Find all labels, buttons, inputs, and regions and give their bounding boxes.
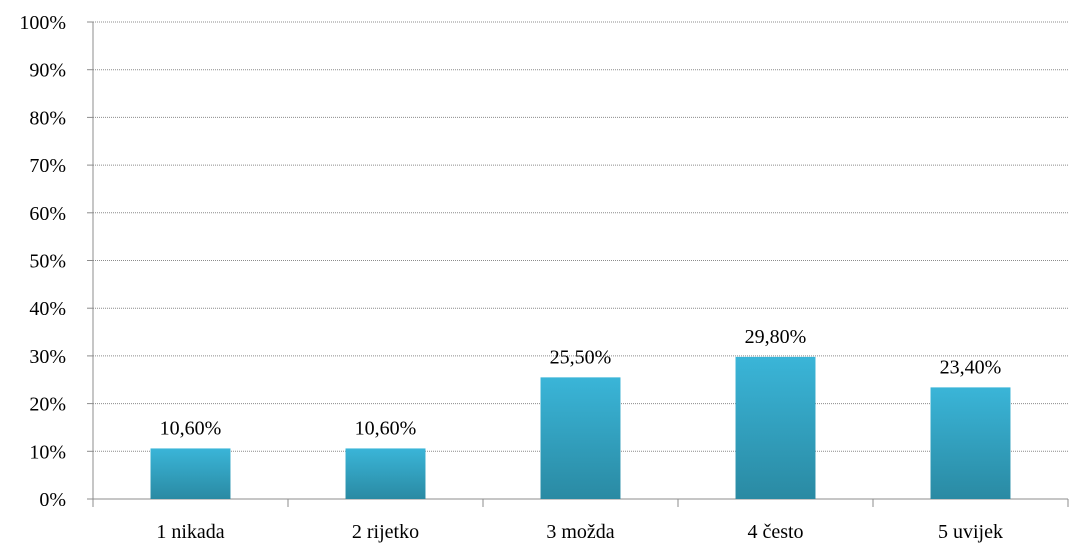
- bar: [930, 387, 1011, 499]
- gridlines: [93, 21, 1068, 452]
- bar: [735, 356, 816, 499]
- data-label: 23,40%: [940, 356, 1002, 378]
- bar: [540, 377, 621, 499]
- y-tick-label: 40%: [29, 298, 66, 320]
- y-tick-label: 0%: [39, 489, 66, 511]
- y-tick-label: 20%: [29, 394, 66, 416]
- y-tick-label: 70%: [29, 155, 66, 177]
- x-category-label: 5 uvijek: [938, 521, 1003, 543]
- bar: [345, 448, 426, 499]
- y-tick-label: 10%: [29, 441, 66, 463]
- data-label: 29,80%: [745, 326, 807, 348]
- y-tick-label: 60%: [29, 203, 66, 225]
- data-label: 25,50%: [550, 346, 612, 368]
- data-label: 10,60%: [355, 417, 417, 439]
- x-category-label: 4 često: [747, 521, 803, 543]
- y-tick-label: 80%: [29, 107, 66, 129]
- y-tick-label: 30%: [29, 346, 66, 368]
- bar: [150, 448, 231, 499]
- y-tick-label: 50%: [29, 251, 66, 273]
- y-tick-label: 90%: [29, 60, 66, 82]
- y-tick-label: 100%: [19, 12, 66, 34]
- bars: [150, 356, 1011, 499]
- x-category-label: 1 nikada: [156, 521, 224, 543]
- x-category-label: 2 rijetko: [352, 521, 419, 543]
- data-label: 10,60%: [160, 417, 222, 439]
- labels: 0% 10% 20% 30% 40% 50% 60% 70% 80% 90% 100% 10,60% 1…: [19, 12, 1003, 543]
- x-category-label: 3 možda: [546, 521, 614, 543]
